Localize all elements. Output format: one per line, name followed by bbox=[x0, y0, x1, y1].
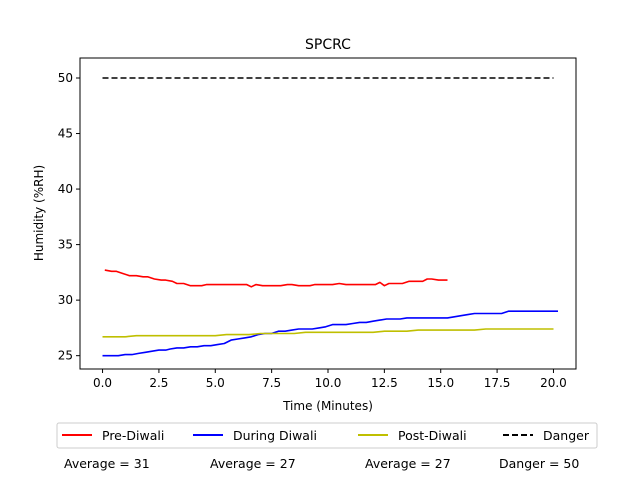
x-tick-label: 0.0 bbox=[93, 376, 112, 390]
legend-item-pre-diwali: Pre-Diwali bbox=[62, 428, 164, 443]
legend-label: Post-Diwali bbox=[398, 428, 467, 443]
annotation-danger-level: Danger = 50 bbox=[499, 456, 579, 471]
x-tick-label: 15.0 bbox=[427, 376, 454, 390]
annotation-pre-diwali-average: Average = 31 bbox=[64, 456, 150, 471]
x-axis: 0.0 2.5 5.0 7.5 10.0 12.5 15.0 17.5 20.0 bbox=[93, 369, 567, 390]
y-axis-label: Humidity (%RH) bbox=[32, 165, 46, 261]
legend: Pre-Diwali During Diwali Post-Diwali Danger bbox=[56, 422, 598, 449]
x-axis-label: Time (Minutes) bbox=[282, 399, 373, 413]
annotation-during-diwali-average: Average = 27 bbox=[210, 456, 296, 471]
x-tick-label: 2.5 bbox=[149, 376, 168, 390]
chart-title: SPCRC bbox=[305, 37, 351, 53]
plot-frame bbox=[79, 57, 577, 370]
legend-item-during-diwali: During Diwali bbox=[193, 428, 317, 443]
legend-label: Danger bbox=[543, 428, 590, 443]
annotation-post-diwali-average: Average = 27 bbox=[365, 456, 451, 471]
series-line-post-diwali bbox=[102, 328, 554, 338]
x-tick-label: 7.5 bbox=[262, 376, 281, 390]
y-axis: 25 30 35 40 45 50 bbox=[58, 71, 80, 363]
x-tick-label: 12.5 bbox=[371, 376, 398, 390]
legend-label: Pre-Diwali bbox=[102, 428, 164, 443]
legend-frame bbox=[56, 422, 598, 449]
annotations: Average = 31 Average = 27 Average = 27 D… bbox=[64, 456, 579, 471]
legend-item-post-diwali: Post-Diwali bbox=[358, 428, 467, 443]
plot-area bbox=[102, 77, 558, 357]
y-tick-label: 45 bbox=[58, 127, 73, 141]
y-tick-label: 35 bbox=[58, 238, 73, 252]
x-tick-label: 10.0 bbox=[315, 376, 342, 390]
y-tick-label: 50 bbox=[58, 71, 73, 85]
legend-label: During Diwali bbox=[233, 428, 317, 443]
x-tick-label: 20.0 bbox=[540, 376, 567, 390]
series-line-during-diwali bbox=[102, 310, 558, 357]
legend-item-danger: Danger bbox=[503, 428, 590, 443]
y-tick-label: 40 bbox=[58, 182, 73, 196]
y-tick-label: 30 bbox=[58, 293, 73, 307]
y-tick-label: 25 bbox=[58, 349, 73, 363]
x-tick-label: 17.5 bbox=[484, 376, 511, 390]
series-line-pre-diwali bbox=[104, 269, 448, 288]
x-tick-label: 5.0 bbox=[206, 376, 225, 390]
